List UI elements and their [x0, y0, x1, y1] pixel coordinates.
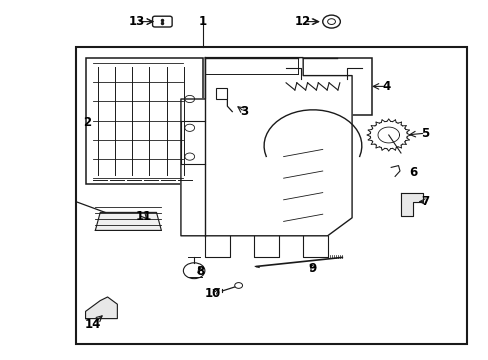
Text: 13: 13 [128, 15, 145, 28]
Bar [216, 88, 227, 99]
Polygon shape [400, 193, 422, 216]
Circle shape [183, 263, 204, 279]
Polygon shape [181, 58, 351, 236]
Polygon shape [85, 297, 117, 319]
Circle shape [234, 283, 242, 288]
Text: 8: 8 [196, 265, 204, 278]
Text: 1: 1 [199, 15, 206, 28]
Text: 6: 6 [408, 166, 416, 179]
Text: 14: 14 [84, 318, 101, 330]
Text: 3: 3 [240, 105, 248, 118]
Bar [76, 47, 466, 344]
Text: 11: 11 [136, 210, 152, 222]
Bar [85, 58, 203, 184]
Text: 7: 7 [421, 195, 428, 208]
Text: 4: 4 [382, 80, 389, 93]
Text: 5: 5 [421, 127, 428, 140]
Polygon shape [95, 212, 161, 230]
Text: 12: 12 [294, 15, 311, 28]
Text: 10: 10 [204, 287, 221, 300]
Text: 2: 2 [83, 116, 91, 129]
Text: 9: 9 [308, 262, 316, 275]
FancyBboxPatch shape [152, 16, 172, 27]
Bar [276, 58, 371, 115]
